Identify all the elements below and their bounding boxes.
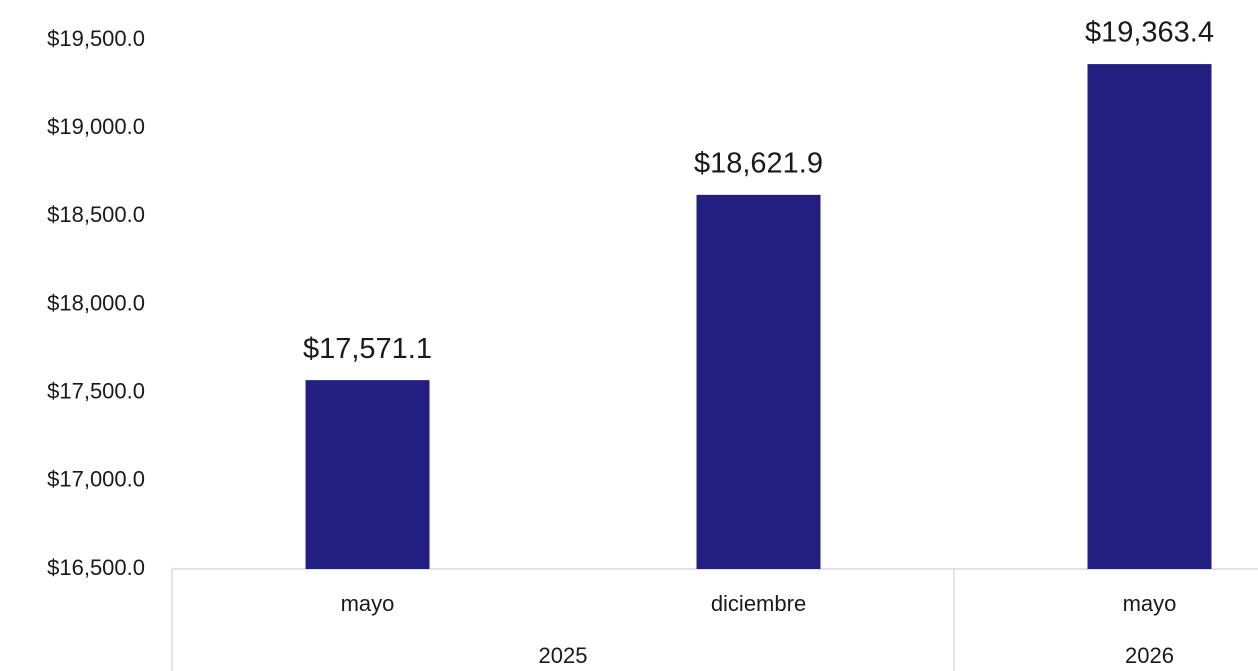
y-tick-label: $18,000.0 xyxy=(47,290,145,315)
y-tick-label: $18,500.0 xyxy=(47,202,145,227)
y-tick-label: $19,500.0 xyxy=(47,26,145,51)
data-label: $18,621.9 xyxy=(694,147,823,179)
bar xyxy=(696,194,821,569)
bar xyxy=(1087,64,1212,570)
data-label: $19,363.4 xyxy=(1085,17,1214,49)
x-tick-label: diciembre xyxy=(711,591,806,616)
y-tick-label: $19,000.0 xyxy=(47,114,145,139)
y-tick-label: $17,500.0 xyxy=(47,378,145,403)
group-label: 2025 xyxy=(539,643,588,668)
x-tick-label: mayo xyxy=(341,591,395,616)
bar xyxy=(305,380,430,569)
data-label: $17,571.1 xyxy=(303,333,432,365)
x-tick-label: mayo xyxy=(1123,591,1177,616)
y-tick-label: $16,500.0 xyxy=(47,555,145,580)
y-tick-label: $17,000.0 xyxy=(47,467,145,492)
group-label: 2026 xyxy=(1125,643,1174,668)
